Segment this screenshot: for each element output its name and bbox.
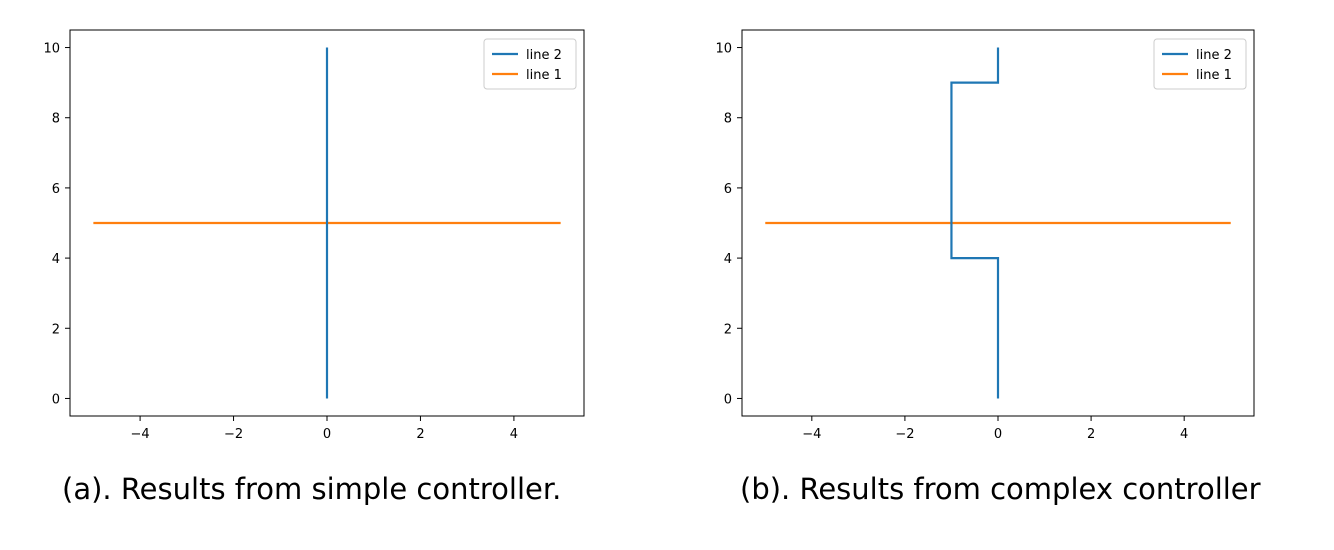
legend-box — [483, 38, 577, 90]
legend-label: line 2 — [1196, 48, 1232, 63]
y-tick-label: 0 — [52, 392, 60, 407]
legend-box — [1153, 38, 1247, 90]
y-tick-label: 2 — [52, 322, 60, 337]
y-tick-label: 10 — [715, 42, 732, 57]
x-tick-label: 0 — [994, 427, 1002, 442]
caption-b: (b). Results from complex controller — [740, 472, 1261, 506]
y-tick-label: 2 — [724, 322, 732, 337]
y-tick-label: 6 — [52, 182, 60, 197]
legend-label: line 1 — [526, 68, 562, 83]
x-tick-label: 0 — [323, 427, 331, 442]
x-tick-label: −2 — [224, 427, 243, 442]
x-tick-label: 2 — [416, 427, 424, 442]
x-tick-label: −4 — [131, 427, 150, 442]
panel-b: −4 −2 0 2 4 0 2 4 6 8 10 line 2 line 1 — [715, 29, 1255, 442]
legend-label: line 2 — [526, 48, 562, 63]
y-tick-label: 6 — [724, 182, 732, 197]
y-tick-label: 0 — [724, 392, 732, 407]
legend-label: line 1 — [1196, 68, 1232, 83]
x-tick-label: 4 — [510, 427, 518, 442]
y-tick-label: 10 — [43, 42, 60, 57]
x-tick-label: 2 — [1087, 427, 1095, 442]
x-tick-label: −4 — [802, 427, 821, 442]
y-tick-label: 8 — [52, 112, 60, 127]
y-tick-label: 4 — [724, 252, 732, 267]
y-tick-label: 4 — [52, 252, 60, 267]
caption-a: (a). Results from simple controller. — [62, 472, 562, 506]
legend: line 2 line 1 — [1153, 38, 1247, 90]
panel-a: −4 −2 0 2 4 0 2 4 6 8 10 line 2 line 1 — [43, 29, 585, 442]
series-line — [950, 47, 1000, 399]
legend: line 2 line 1 — [483, 38, 577, 90]
x-tick-label: 4 — [1180, 427, 1188, 442]
x-tick-label: −2 — [895, 427, 914, 442]
y-tick-label: 8 — [724, 112, 732, 127]
